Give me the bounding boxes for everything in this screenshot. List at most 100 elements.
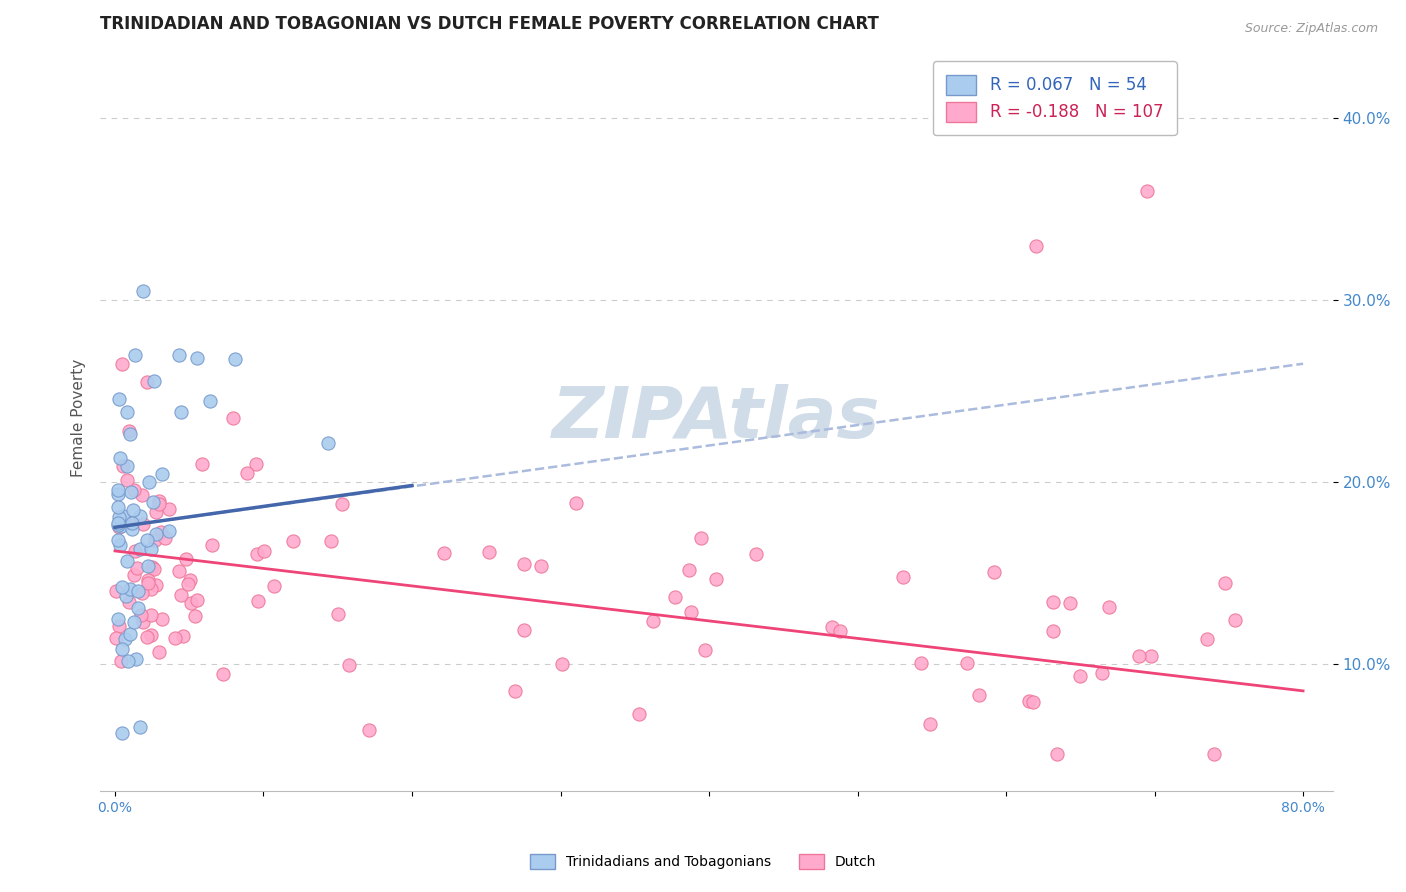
Point (142, 562, 165, 576)
Point (143, 533, 166, 548)
Point (330, 497, 353, 511)
Point (828, 624, 851, 638)
Point (326, 607, 349, 622)
Point (132, 284, 155, 298)
Point (174, 552, 197, 566)
Point (910, 657, 932, 671)
Point (107, 533, 129, 548)
Point (1025, 238, 1047, 252)
Point (121, 522, 143, 536)
Point (1042, 624, 1064, 639)
Point (132, 516, 155, 531)
Point (983, 565, 1005, 579)
Point (1059, 596, 1081, 610)
Point (138, 475, 160, 489)
Point (1213, 576, 1236, 591)
Point (503, 684, 526, 698)
Point (108, 520, 131, 534)
Point (664, 590, 686, 604)
Point (120, 484, 142, 499)
Point (124, 544, 146, 558)
Point (337, 657, 360, 672)
Point (148, 645, 170, 659)
Point (127, 601, 149, 615)
Point (681, 605, 703, 619)
Point (478, 545, 501, 559)
Point (120, 515, 142, 529)
Point (107, 612, 129, 626)
Point (321, 533, 343, 548)
Point (186, 351, 208, 365)
Point (115, 459, 138, 474)
Point (678, 563, 700, 577)
Point (163, 632, 186, 646)
Point (1225, 613, 1247, 627)
Text: Source: ZipAtlas.com: Source: ZipAtlas.com (1244, 22, 1378, 36)
Point (131, 586, 153, 600)
Point (690, 531, 713, 545)
Point (131, 615, 153, 629)
Point (105, 584, 128, 599)
Point (115, 473, 138, 487)
Point (222, 410, 245, 425)
Point (136, 573, 159, 587)
Point (180, 595, 202, 609)
Point (110, 518, 132, 533)
Point (112, 516, 135, 531)
Point (201, 538, 224, 552)
Point (513, 623, 536, 637)
Point (118, 595, 141, 609)
Point (169, 588, 191, 602)
Point (236, 466, 259, 480)
Point (155, 531, 177, 545)
Point (139, 607, 162, 622)
Y-axis label: Female Poverty: Female Poverty (72, 359, 86, 477)
Point (1128, 649, 1150, 664)
Point (124, 348, 146, 362)
Point (167, 564, 190, 578)
Point (693, 643, 716, 657)
Point (177, 576, 200, 591)
Point (139, 542, 162, 557)
Point (107, 483, 129, 498)
Point (111, 725, 134, 739)
Point (111, 580, 134, 594)
Point (744, 547, 766, 561)
Point (1202, 747, 1225, 762)
Point (117, 424, 139, 438)
Point (148, 494, 170, 508)
Point (110, 655, 132, 669)
Point (122, 568, 145, 582)
Point (550, 657, 572, 671)
Point (150, 612, 173, 626)
Point (628, 707, 651, 722)
Point (893, 570, 915, 584)
Point (136, 559, 159, 574)
Point (150, 467, 173, 482)
Point (513, 557, 536, 571)
Point (127, 584, 149, 599)
Point (115, 405, 138, 419)
Point (118, 627, 141, 641)
Point (142, 494, 165, 508)
Text: TRINIDADIAN AND TOBAGONIAN VS DUTCH FEMALE POVERTY CORRELATION CHART: TRINIDADIAN AND TOBAGONIAN VS DUTCH FEMA… (100, 15, 879, 33)
Point (1069, 668, 1091, 682)
Point (357, 723, 380, 737)
Point (135, 533, 157, 547)
Point (224, 352, 246, 367)
Point (107, 510, 129, 524)
Point (121, 503, 143, 517)
Point (124, 615, 146, 629)
Point (1046, 747, 1069, 762)
Point (111, 641, 134, 656)
Point (114, 632, 136, 646)
Point (918, 716, 941, 731)
Point (121, 516, 143, 530)
Point (253, 544, 276, 558)
Point (145, 578, 167, 592)
Point (114, 589, 136, 603)
Point (704, 572, 727, 586)
Point (149, 525, 172, 540)
Point (131, 488, 153, 502)
Point (641, 614, 664, 628)
